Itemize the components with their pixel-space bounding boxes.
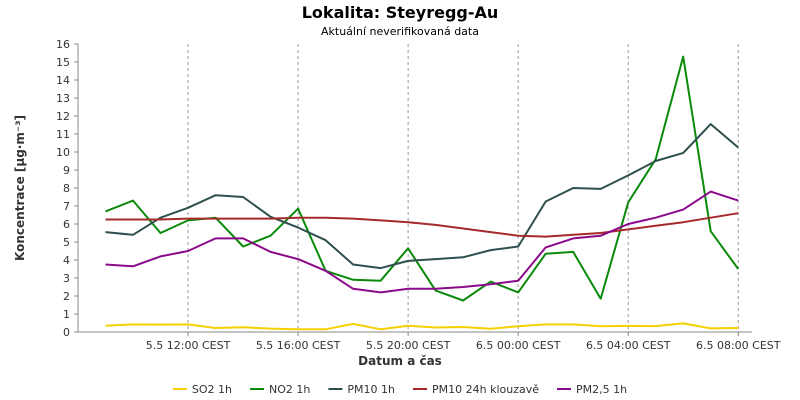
x-axis-label: Datum a čas [358, 354, 442, 368]
legend-label: NO2 1h [269, 383, 310, 396]
plot-area [78, 44, 752, 332]
y-tick-label: 0 [63, 326, 70, 339]
legend-item: SO2 1h [172, 383, 232, 396]
x-tick-label: 6.5 04:00 CEST [586, 339, 671, 352]
x-tick-label: 6.5 00:00 CEST [476, 339, 561, 352]
x-tick-label: 6.5 08:00 CEST [696, 339, 781, 352]
legend-label: PM10 24h klouzavě [432, 383, 539, 396]
legend-item: PM2,5 1h [557, 383, 627, 396]
series-line-so2-1h [105, 322, 739, 331]
y-tick-label: 1 [63, 308, 70, 321]
series-line-pm10-1h [105, 123, 739, 270]
series-line-pm2-5-1h [105, 190, 739, 294]
y-tick-label: 5 [63, 236, 70, 249]
y-tick-label: 4 [63, 254, 70, 267]
series-lines [105, 55, 740, 331]
y-tick-label: 6 [63, 218, 70, 231]
y-tick-label: 8 [63, 182, 70, 195]
legend-item: PM10 1h [328, 383, 395, 396]
x-tick-label: 5.5 12:00 CEST [146, 339, 231, 352]
series-line-pm10-24h-klouzav [105, 212, 739, 238]
y-tick-label: 12 [56, 110, 70, 123]
legend-label: PM2,5 1h [576, 383, 627, 396]
legend-item: PM10 24h klouzavě [413, 383, 539, 396]
legend-label: SO2 1h [192, 383, 232, 396]
chart-subtitle: Aktuální neverifikovaná data [321, 25, 479, 38]
y-tick-label: 7 [63, 200, 70, 213]
chart-title: Lokalita: Steyregg-Au [302, 3, 499, 22]
y-tick-label: 11 [56, 128, 70, 141]
x-axis-ticks: 5.5 12:00 CEST 5.5 16:00 CEST 5.5 20:00 CE… [146, 332, 781, 352]
legend-item: NO2 1h [250, 383, 310, 396]
y-tick-label: 2 [63, 290, 70, 303]
y-tick-label: 9 [63, 164, 70, 177]
grid [187, 44, 739, 332]
y-tick-label: 16 [56, 38, 70, 51]
y-tick-label: 15 [56, 56, 70, 69]
y-axis-label: Koncentrace [µg·m⁻³] [13, 115, 27, 261]
y-tick-label: 14 [56, 74, 70, 87]
x-tick-label: 5.5 20:00 CEST [366, 339, 451, 352]
y-tick-label: 3 [63, 272, 70, 285]
y-tick-label: 13 [56, 92, 70, 105]
x-tick-label: 5.5 16:00 CEST [256, 339, 341, 352]
axes [77, 44, 752, 333]
y-tick-label: 10 [56, 146, 70, 159]
legend: SO2 1h NO2 1h PM10 1h PM10 24h klouzavě PM2,… [172, 383, 627, 396]
legend-label: PM10 1h [347, 383, 395, 396]
